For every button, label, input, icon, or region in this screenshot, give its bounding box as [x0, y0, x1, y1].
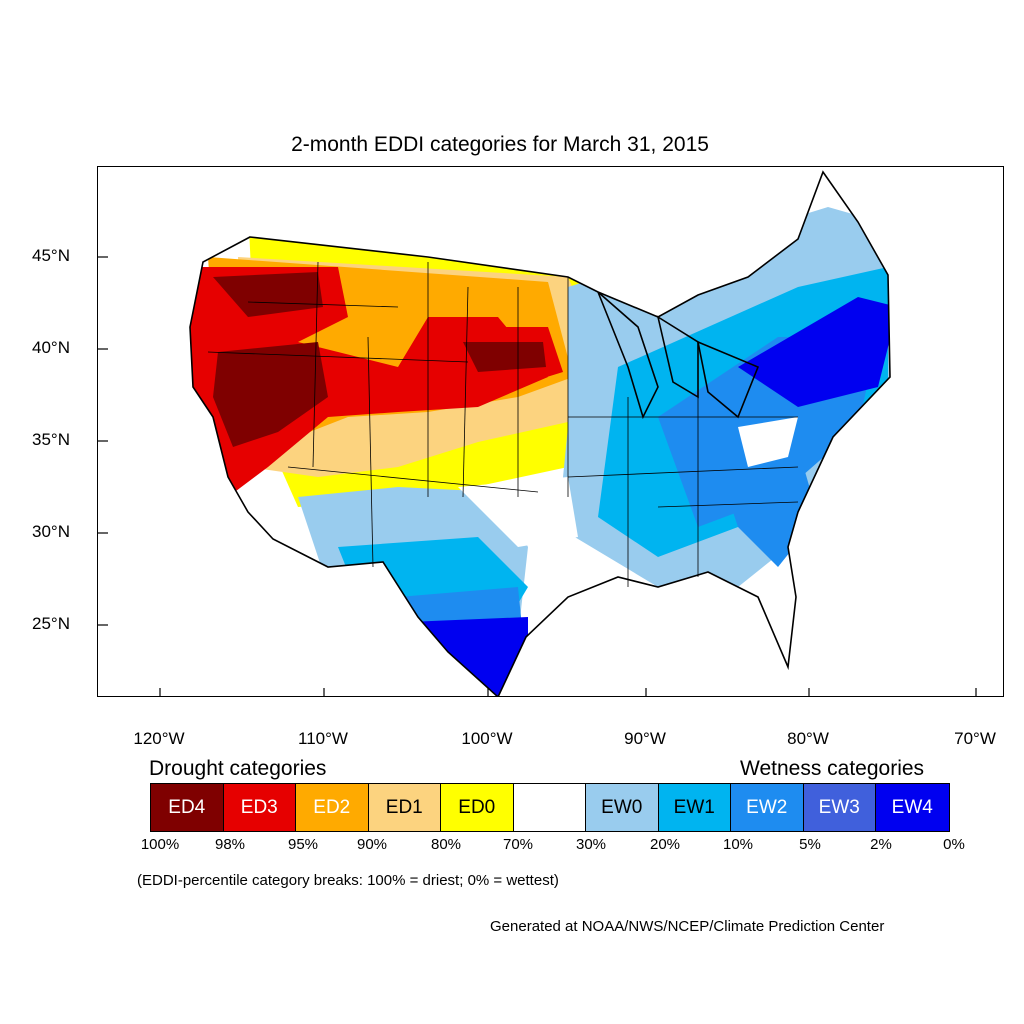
state-borders [207, 261, 799, 587]
lat-label-40: 40°N [32, 338, 70, 357]
lon-label-90: 90°W [624, 729, 666, 748]
legend-box-ew2: EW2 [731, 784, 804, 831]
frame-ticks [98, 256, 977, 696]
break-label-2: 2% [870, 836, 892, 853]
break-label-80: 80% [430, 836, 462, 853]
drought-categories-heading: Drought categories [149, 757, 327, 780]
eddi-field [190, 172, 890, 696]
legend-box-ed1: ED1 [368, 784, 441, 831]
break-label-95: 95% [287, 836, 319, 853]
lon-label-70: 70°W [954, 729, 996, 748]
legend-box-ew3: EW3 [803, 784, 876, 831]
wetness-categories-heading: Wetness categories [740, 757, 925, 780]
lat-label-30: 30°N [32, 522, 70, 541]
break-label-10: 10% [722, 836, 754, 853]
lon-label-100: 100°W [461, 729, 513, 748]
category-breaks-note: (EDDI-percentile category breaks: 100% =… [137, 872, 559, 889]
eddi-map [97, 166, 1004, 697]
legend-box-ew1: EW1 [658, 784, 731, 831]
break-label-30: 30% [575, 836, 607, 853]
map-title: 2-month EDDI categories for March 31, 20… [291, 133, 709, 156]
break-label-20: 20% [649, 836, 681, 853]
credit-line: Generated at NOAA/NWS/NCEP/Climate Predi… [490, 918, 885, 935]
break-label-100: 100% [140, 836, 180, 853]
break-label-0: 0% [943, 836, 965, 853]
legend-box-ed3: ED3 [223, 784, 296, 831]
category-legend: ED4 ED3 ED2 ED1 ED0 EW0 EW1 EW2 EW3 EW4 [150, 783, 950, 832]
lon-label-80: 80°W [787, 729, 829, 748]
break-label-70: 70% [502, 836, 534, 853]
legend-box-neutral [513, 784, 586, 831]
legend-box-ed2: ED2 [296, 784, 369, 831]
legend-box-ew4: EW4 [876, 784, 949, 831]
lon-label-110: 110°W [298, 729, 348, 748]
break-label-5: 5% [799, 836, 821, 853]
lat-label-45: 45°N [32, 246, 70, 265]
us-map-graphic [98, 170, 977, 696]
break-label-90: 90% [356, 836, 388, 853]
lat-label-35: 35°N [32, 430, 70, 449]
lon-label-120: 120°W [133, 729, 185, 748]
break-label-98: 98% [214, 836, 246, 853]
lat-label-25: 25°N [32, 614, 70, 633]
legend-box-ed0: ED0 [441, 784, 514, 831]
legend-box-ew0: EW0 [586, 784, 659, 831]
legend-box-ed4: ED4 [151, 784, 224, 831]
